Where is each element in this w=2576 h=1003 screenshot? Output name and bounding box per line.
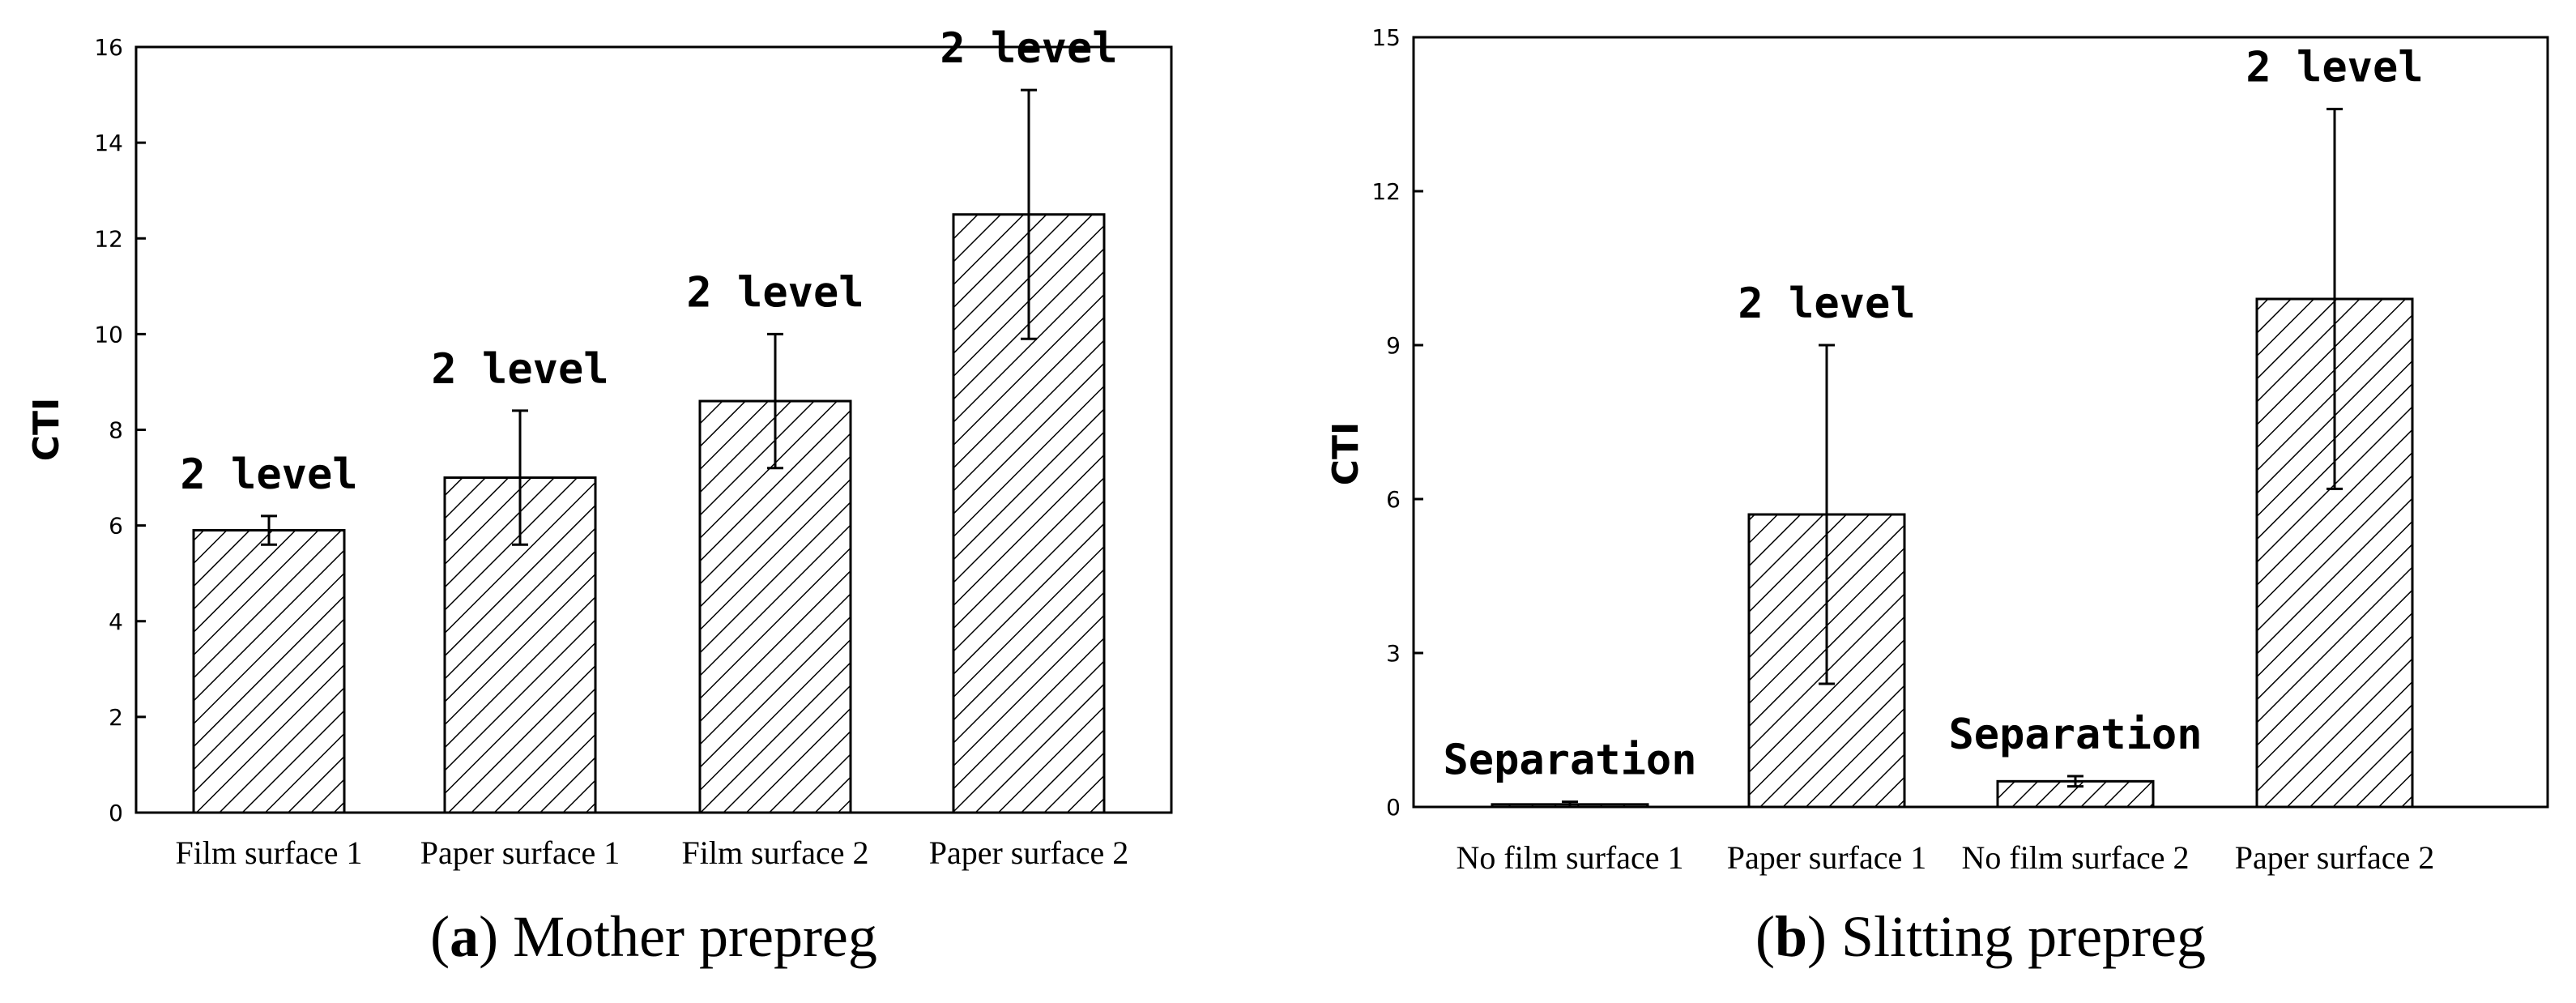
caption-letter: b (1775, 904, 1807, 969)
y-ticks: 0 2 4 6 8 10 12 14 16 (94, 34, 146, 826)
y-tick-label: 8 (109, 417, 123, 444)
y-tick-label: 15 (1371, 24, 1401, 51)
bar-annotations: Separation 2 level Separation 2 level (1443, 44, 2423, 785)
caption-text: Mother prepreg (513, 904, 877, 969)
bar (698, 399, 852, 814)
bar-annotation: 2 level (940, 24, 1117, 73)
bar-annotation: 2 level (686, 268, 864, 317)
y-tick-label: 2 (109, 704, 123, 731)
error-bars (261, 88, 1037, 546)
caption-letter: a (450, 904, 479, 969)
x-tick-label: Paper surface 2 (929, 834, 1129, 871)
x-tick-label: No film surface 2 (1961, 839, 2189, 876)
panel-caption: (a) Mother prepreg (430, 904, 877, 969)
y-tick-label: 9 (1386, 332, 1401, 359)
bar-annotation: 2 level (2245, 44, 2423, 92)
x-tick-label: Film surface 2 (681, 834, 868, 871)
bar-annotation: Separation (1948, 711, 2202, 759)
y-tick-label: 3 (1386, 640, 1401, 667)
x-tick-label: Film surface 1 (175, 834, 362, 871)
y-tick-label: 6 (1386, 486, 1401, 513)
x-tick-label: Paper surface 1 (420, 834, 621, 871)
caption-text: Slitting prepreg (1841, 904, 2206, 969)
bar-annotation: 2 level (180, 450, 357, 499)
x-tick-labels: Film surface 1 Paper surface 1 Film surfac… (175, 834, 1128, 871)
y-axis-label: CTI (1325, 422, 1367, 486)
y-tick-label: 0 (1386, 794, 1401, 821)
panel-caption: (b) Slitting prepreg (1755, 904, 2206, 969)
y-tick-label: 12 (94, 225, 123, 252)
y-axis-label: CTI (26, 398, 67, 462)
bar-annotation: Separation (1443, 736, 1696, 785)
bar-annotation: 2 level (431, 345, 608, 394)
y-ticks: 0 3 6 9 12 15 (1371, 24, 1423, 821)
x-tick-label: Paper surface 1 (1727, 839, 1927, 876)
y-tick-label: 6 (109, 513, 123, 540)
y-tick-label: 16 (94, 34, 123, 61)
y-tick-label: 0 (109, 800, 123, 826)
error-bars (1562, 108, 2343, 809)
y-tick-label: 14 (94, 130, 123, 156)
bars (192, 213, 1106, 814)
bar-annotations: 2 level 2 level 2 level 2 level (180, 24, 1117, 499)
y-tick-label: 4 (109, 608, 123, 635)
bar-annotation: 2 level (1738, 280, 1915, 328)
x-tick-label: No film surface 1 (1456, 839, 1683, 876)
y-tick-label: 10 (94, 321, 123, 348)
plot-frame (1412, 36, 2549, 809)
y-tick-label: 12 (1371, 178, 1401, 205)
x-tick-label: Paper surface 2 (2235, 839, 2435, 876)
bar (192, 529, 346, 814)
x-tick-labels: No film surface 1 Paper surface 1 No film … (1456, 839, 2434, 876)
